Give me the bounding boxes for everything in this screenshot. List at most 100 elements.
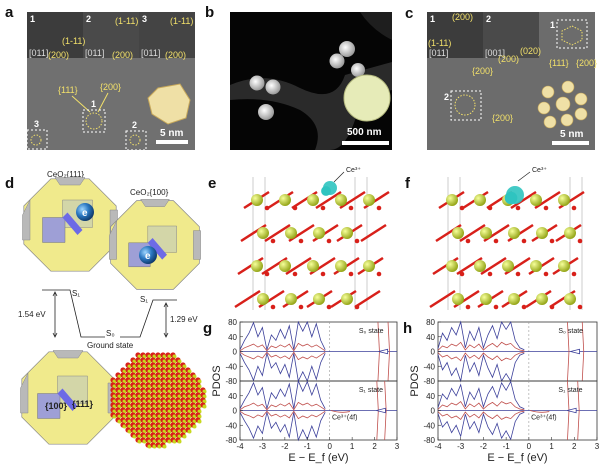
nanosphere: [265, 79, 281, 95]
inset-number: 1: [30, 14, 35, 24]
ce-atom: [285, 227, 297, 239]
zone-axis: [011]: [141, 48, 160, 58]
panel-c: c 1 2 [011] [001] (200) (1-11) (020) (20…: [405, 5, 597, 150]
region-box-1: [556, 19, 588, 49]
state-s0-label: S₀: [106, 329, 115, 338]
fft-inset-2: [483, 12, 539, 58]
ce-atom: [530, 260, 542, 272]
gap-state-peak: [376, 407, 386, 414]
box-number: 2: [444, 92, 449, 102]
ce3-spin-density: [321, 186, 331, 196]
electron-label: e: [145, 251, 151, 262]
gray-face: [20, 372, 29, 414]
ce-atom: [446, 260, 458, 272]
o-atom: [571, 271, 577, 277]
ce-atom: [363, 194, 375, 206]
ce-atom: [192, 424, 197, 429]
o-atom: [320, 271, 326, 277]
ce-atom: [341, 227, 353, 239]
panel-e: e Ce³⁺: [208, 167, 390, 310]
ce-atom: [279, 194, 291, 206]
ce-atom: [162, 444, 167, 449]
ce4f-peak-line: [387, 321, 390, 382]
x-tick-label: 0: [327, 442, 332, 451]
ce-atom: [177, 439, 182, 444]
ce-atom: [335, 260, 347, 272]
o-atom: [270, 238, 276, 244]
facet-edge: [57, 388, 78, 411]
panel-label-g: g: [203, 320, 212, 337]
ce-atom: [564, 227, 576, 239]
y-tick-label: 40: [426, 333, 435, 342]
o-atom: [487, 271, 493, 277]
annotation-arrow: [529, 410, 550, 413]
scale-bar-label: 5 nm: [560, 129, 583, 140]
y-tick-label: -80: [423, 436, 435, 445]
annotation-arrow: [517, 171, 531, 182]
y-tick-label: 80: [228, 318, 237, 327]
x-tick-label: 3: [595, 442, 600, 451]
zone-axis: [011]: [85, 48, 104, 58]
ce4f-line: [239, 342, 326, 352]
gap-state-peak: [567, 407, 577, 414]
inset-number: 2: [86, 14, 91, 24]
scale-bar: [552, 141, 589, 145]
gray-face: [22, 199, 31, 241]
tdos-line: [239, 353, 326, 383]
o-bond: [234, 289, 261, 309]
y-tick-label: 0: [431, 348, 436, 357]
o-bond: [315, 190, 342, 210]
ce4f-peak-line: [384, 380, 387, 441]
facet-label: {111}: [549, 58, 569, 68]
ce4f-line: [437, 341, 525, 352]
spot-label: (200): [48, 50, 69, 60]
ceo2-111-slab-model: [234, 177, 390, 310]
spot-label: (200): [165, 50, 186, 60]
gray-face: [140, 199, 170, 207]
facet-label: {200}: [492, 113, 513, 123]
x-tick-label: 1: [549, 442, 554, 451]
o-atom: [549, 238, 555, 244]
o-atom: [264, 205, 270, 211]
panel-d: d CeO₂{111} CeO₂{100} e e S₁ S₁ S₀ Groun…: [5, 170, 207, 449]
o-atom: [348, 205, 354, 211]
o-bond: [510, 190, 537, 210]
ce-atom: [307, 194, 319, 206]
panel-b: b 500 nm: [205, 4, 392, 150]
scale-bar-label: 5 nm: [160, 128, 183, 139]
o-atom: [543, 271, 549, 277]
fft-inset-1: [27, 12, 83, 58]
x-tick-label: -3: [259, 442, 267, 451]
ce-atom: [307, 260, 319, 272]
y-tick-label: -80: [225, 436, 237, 445]
tdos-line: [437, 320, 525, 351]
x-tick-label: 2: [372, 442, 377, 451]
o-bond: [264, 223, 291, 243]
x-tick-label: 1: [350, 442, 355, 451]
panel-label-c: c: [405, 5, 413, 22]
electron-icon: [139, 246, 157, 264]
gray-face: [52, 350, 84, 359]
x-tick-label: -3: [457, 442, 465, 451]
o-atom: [549, 304, 555, 310]
y-axis-label: PDOS: [409, 365, 421, 396]
ce-atom: [508, 293, 520, 305]
facet-edge: [62, 212, 83, 235]
ce-atom: [202, 404, 207, 409]
ceo2-100-slab-model: [429, 177, 585, 310]
facet-100: [42, 217, 66, 243]
energy-gap-111: 1.54 eV: [18, 310, 46, 319]
box-number: 2: [132, 120, 137, 130]
x-tick-label: -2: [281, 442, 289, 451]
y-tick-label: 40: [228, 333, 237, 342]
ce-atom: [558, 194, 570, 206]
ce4f-line: [239, 401, 326, 411]
scale-bar: [342, 141, 389, 145]
o-atom: [577, 304, 583, 310]
zone-axis: [011]: [29, 48, 48, 58]
o-atom: [292, 205, 298, 211]
facet-100: [37, 393, 61, 419]
o-atom: [348, 271, 354, 277]
